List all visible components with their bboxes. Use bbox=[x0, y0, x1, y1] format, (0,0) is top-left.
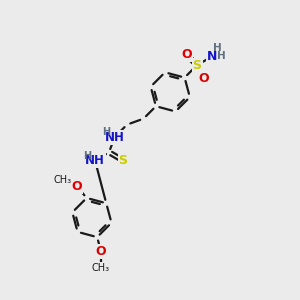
Text: NH: NH bbox=[105, 130, 124, 144]
Text: S: S bbox=[118, 154, 127, 167]
Text: H: H bbox=[217, 51, 226, 62]
Text: O: O bbox=[181, 48, 192, 61]
Text: H: H bbox=[83, 152, 91, 161]
Text: O: O bbox=[96, 245, 106, 258]
Text: O: O bbox=[72, 180, 83, 193]
Text: NH: NH bbox=[85, 154, 105, 167]
Text: H: H bbox=[213, 43, 221, 53]
Text: CH₃: CH₃ bbox=[53, 175, 71, 185]
Text: S: S bbox=[193, 59, 202, 72]
Text: N: N bbox=[207, 50, 217, 63]
Text: O: O bbox=[198, 72, 208, 85]
Text: CH₃: CH₃ bbox=[92, 263, 110, 273]
Text: H: H bbox=[102, 127, 111, 137]
